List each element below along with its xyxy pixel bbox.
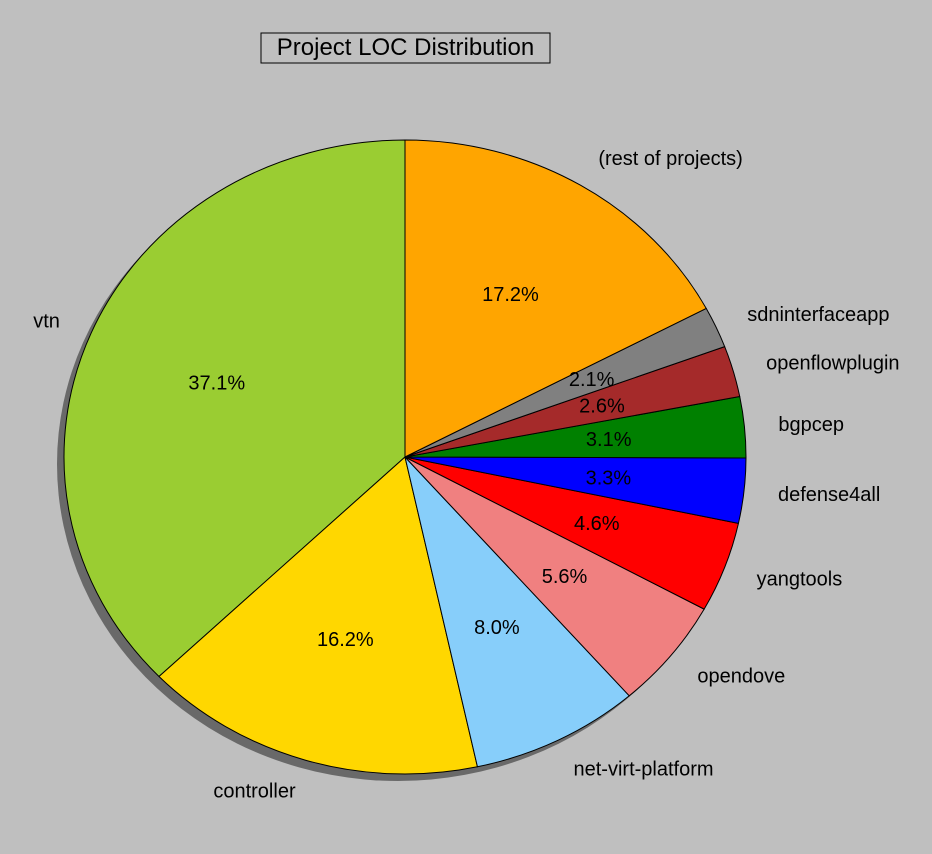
pie-percent-label: 3.1% — [586, 429, 632, 451]
pie-category-label: opendove — [697, 665, 785, 687]
pie-slice-controller — [158, 456, 478, 775]
chart-title-text: Project LOC Distribution — [277, 34, 534, 61]
pie-slice-rest-of-projects — [404, 139, 707, 458]
pie-percent-label: 37.1% — [188, 372, 245, 394]
pie-category-label: bgpcep — [778, 414, 844, 436]
pie-percent-label: 2.6% — [579, 396, 625, 418]
pie-percent-labels: 37.1% 16.2% 8.0% 5.6% 4.6% 3.3% 3.1% 2.6% 2.1% 17… — [188, 284, 631, 651]
pie-slices — [63, 139, 747, 775]
pie-percent-label: 17.2% — [482, 284, 539, 306]
chart-title: Project LOC Distribution — [260, 32, 551, 64]
pie-category-label: openflowplugin — [766, 353, 899, 375]
pie-category-label: vtn — [33, 310, 60, 332]
pie-percent-label: 4.6% — [574, 513, 620, 535]
pie-category-label: net-virt-platform — [574, 759, 714, 781]
pie-slice-vtn — [63, 139, 406, 678]
pie-percent-label: 2.1% — [569, 369, 615, 391]
pie-category-label: controller — [213, 781, 296, 803]
pie-percent-label: 16.2% — [317, 629, 374, 651]
pie-category-label: (rest of projects) — [598, 148, 742, 170]
pie-category-label: sdninterfaceapp — [747, 304, 889, 326]
pie-percent-label: 3.3% — [586, 467, 632, 489]
chart-title-box — [260, 32, 551, 64]
pie-percent-label: 5.6% — [542, 566, 588, 588]
pie-category-label: yangtools — [757, 568, 843, 590]
pie-percent-label: 8.0% — [474, 617, 520, 639]
pie-category-label: defense4all — [778, 484, 880, 506]
pie-slice-labels: vtn controller net-virt-platform opendove ya… — [33, 148, 899, 802]
pie-slice-net-virt-platform — [404, 456, 630, 768]
